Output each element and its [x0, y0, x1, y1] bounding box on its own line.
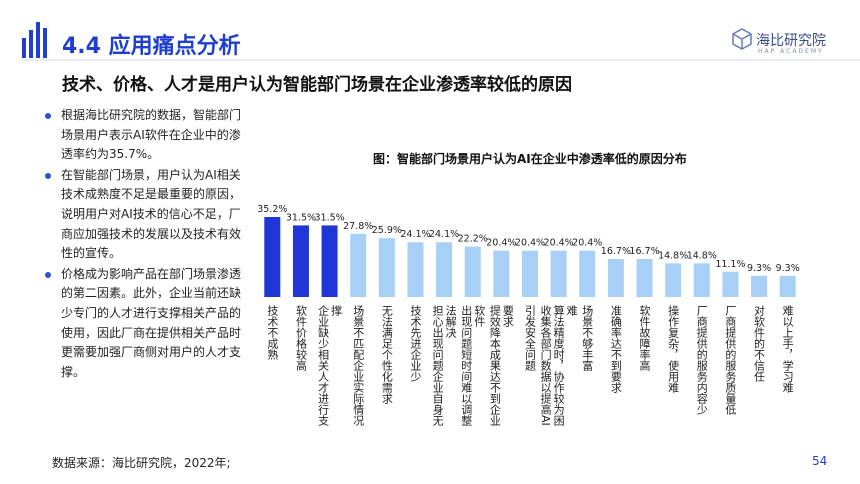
x-tick-label: 提效降本成果达不到企业要求 — [488, 305, 515, 426]
bar — [436, 242, 453, 297]
bar — [607, 259, 624, 297]
x-tick-label: 场景不匹配企业实际情况 — [351, 305, 365, 426]
x-tick-label: 引发安全问题 — [523, 305, 537, 371]
x-tick-label: 场景不够丰富 — [580, 305, 594, 371]
value-label: 24.1% — [400, 229, 430, 240]
value-label: 35.2% — [257, 204, 287, 215]
x-tick-label: 无法满足个性化需求 — [380, 305, 394, 404]
slide-title: 4.4 应用痛点分析 — [62, 34, 241, 59]
subtitle: 技术、价格、人才是用户认为智能部门场景在企业渗透率较低的原因 — [62, 75, 572, 95]
x-tick-label: 厂商提供的服务内容少 — [695, 305, 709, 415]
x-tick-label: 收集各部门数据以提高AI算法精度时，协作较为困难 — [539, 305, 579, 426]
x-tick-label: 技术不成熟 — [265, 305, 279, 360]
value-label: 20.4% — [486, 238, 516, 249]
bar — [407, 242, 424, 297]
bar — [464, 246, 481, 297]
chart-title: 图：智能部门场景用户认为AI在企业中渗透率低的原因分布 — [373, 152, 687, 166]
value-label: 14.8% — [658, 250, 688, 261]
bar — [321, 225, 338, 297]
value-label: 20.4% — [572, 238, 602, 249]
logo-subtext: HAP ACADEMY — [758, 48, 824, 55]
value-label: 31.5% — [314, 212, 344, 223]
bar — [550, 250, 567, 297]
x-tick-label: 技术先进企业少 — [408, 305, 422, 382]
value-label: 11.1% — [715, 259, 745, 270]
header-decoration — [22, 22, 860, 61]
x-tick-label: 操作复杂，使用难 — [666, 305, 680, 393]
value-label: 9.3% — [776, 263, 800, 274]
x-tick-label: 厂商提供的服务质量低 — [723, 305, 737, 415]
bar — [264, 217, 281, 297]
source-note: 数据来源：海比研究院，2022年; — [52, 456, 231, 470]
bullet-text: 价格成为影响产品在部门场景渗透的第二因素。此外，企业当前还缺少专门的人才进行支撑… — [44, 265, 244, 383]
bar — [522, 250, 538, 297]
x-tick-label: 出现问题短时间难以调整软件 — [459, 305, 486, 426]
bar — [779, 275, 796, 297]
x-tick-label: 软件价格较高 — [294, 305, 308, 371]
bullet-text: 根据海比研究院的数据，智能部门场景用户表示AI软件在企业中的渗透率约为35.7%… — [44, 106, 244, 165]
value-label: 14.8% — [687, 250, 717, 261]
x-tick-label: 准确率达不到要求 — [609, 305, 623, 393]
value-label: 27.8% — [343, 221, 373, 232]
bar — [665, 263, 682, 297]
bar — [722, 271, 739, 297]
bullet-text: 在智能部门场景，用户认为AI相关技术成熟度不足是最重要的原因，说明用户对AI技术… — [44, 166, 244, 264]
bar — [292, 225, 309, 297]
x-tick-label: 难以上手，学习难 — [781, 305, 795, 393]
logo-text: 海比研究院 — [756, 33, 826, 49]
value-label: 16.7% — [601, 246, 631, 257]
x-tick-label: 对软件的不信任 — [752, 305, 766, 382]
x-tick-label: 软件故障率高 — [638, 305, 652, 371]
bullet-list: 根据海比研究院的数据，智能部门场景用户表示AI软件在企业中的渗透率约为35.7%… — [44, 106, 244, 383]
value-label: 20.4% — [544, 238, 574, 249]
value-label: 24.1% — [429, 229, 459, 240]
bar — [751, 275, 768, 297]
bar — [493, 250, 510, 297]
bar — [378, 238, 395, 297]
value-label: 9.3% — [747, 263, 771, 274]
value-label: 16.7% — [629, 246, 659, 257]
bar — [636, 259, 653, 297]
value-label: 25.9% — [372, 225, 402, 236]
value-label: 20.4% — [515, 238, 545, 249]
bar — [693, 263, 710, 297]
bar — [350, 233, 367, 297]
value-label: 22.2% — [458, 234, 488, 245]
value-label: 31.5% — [286, 212, 316, 223]
bar — [579, 250, 596, 297]
page-number: 54 — [812, 454, 828, 468]
x-tick-label: 企业缺少相关人才进行支撑 — [316, 305, 343, 426]
x-tick-label: 担心出现问题企业自身无法解决 — [431, 305, 458, 426]
